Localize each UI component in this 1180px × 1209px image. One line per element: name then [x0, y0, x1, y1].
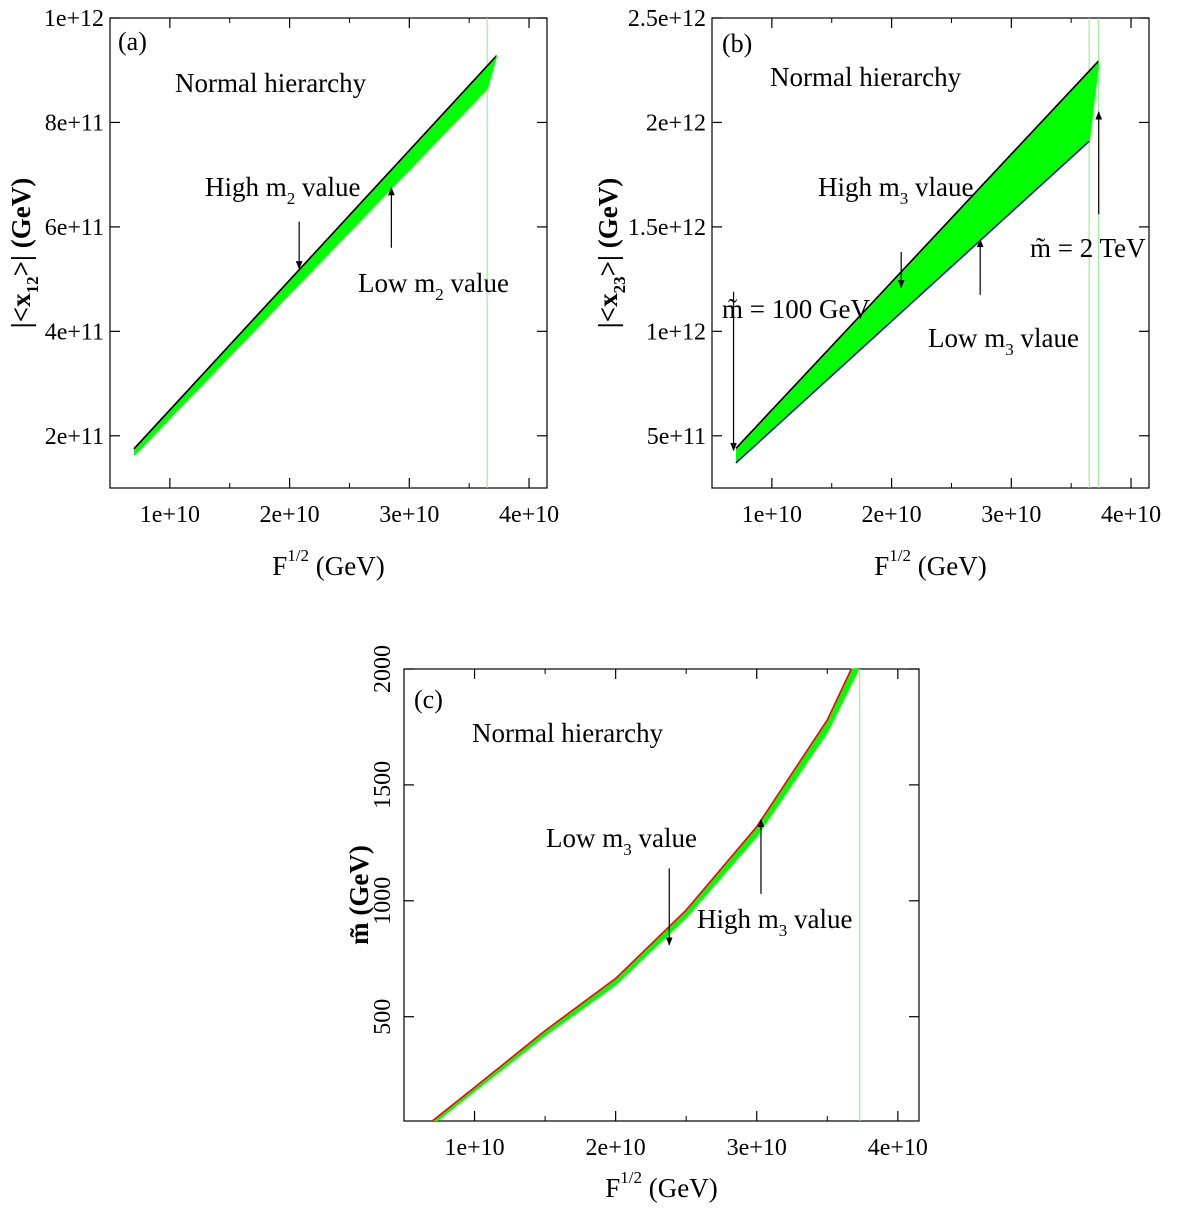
y-tick-label: 2e+12 — [646, 110, 706, 136]
panel-title: Normal hierarchy — [175, 68, 367, 98]
band-end-edge — [486, 55, 498, 89]
x-axis-label-rest: (GeV) — [309, 551, 385, 581]
x-tick-label: 4e+10 — [499, 502, 559, 528]
x-axis-label-main: F — [605, 1173, 620, 1203]
x-tick-label: 2e+10 — [586, 1135, 646, 1161]
annotation-low-rest: vlaue — [1014, 323, 1079, 353]
annotation-low-sub: 3 — [1005, 340, 1014, 359]
x-tick-label: 1e+10 — [444, 1135, 504, 1161]
y-tick-label: 2.5e+12 — [628, 6, 706, 32]
panel-label: (a) — [118, 27, 147, 56]
band-lower-line — [435, 668, 860, 1122]
plot-frame — [711, 17, 1150, 489]
y-tick-label: 1.5e+12 — [628, 215, 706, 241]
plot-frame — [403, 668, 920, 1122]
y-axis-label-post: >| (GeV) — [6, 178, 36, 277]
x-tick-label: 1e+10 — [140, 502, 200, 528]
annotation-low-rest: value — [444, 268, 509, 298]
band-area — [735, 60, 1099, 463]
x-tick-label: 3e+10 — [379, 502, 439, 528]
annotation-low-rest: value — [632, 823, 697, 853]
y-tick-label: 1500 — [370, 761, 396, 809]
y-tick-label: 2e+11 — [45, 424, 104, 450]
annotation-high-main: High m — [818, 172, 900, 202]
annotation-high-rest: value — [295, 172, 360, 202]
annotation-mtilde100-main: m̃ = 100 GeV — [722, 294, 870, 324]
band-upper-line — [133, 55, 498, 450]
annotation-mtilde2tev-main: m̃ = 2 TeV — [1030, 233, 1146, 263]
x-axis-label: F1/2 (GeV) — [272, 546, 384, 581]
band-area — [133, 55, 497, 456]
x-axis-label-sup: 1/2 — [889, 546, 911, 565]
band-lower-line — [133, 87, 488, 456]
x-tick-label: 2e+10 — [861, 502, 921, 528]
y-axis-label: m̃ (GeV) — [344, 845, 374, 945]
panel-title: Normal hierarchy — [472, 718, 664, 748]
band-upper-line — [431, 668, 852, 1122]
band-lower-line — [735, 140, 1090, 464]
y-tick-label: 5e+11 — [647, 424, 706, 450]
chart-panel-a: 1e+10 2e+10 3e+10 4e+10 2e+11 4e+11 6e+11 8e+11… — [6, 6, 559, 581]
x-tick-label: 4e+10 — [1101, 502, 1161, 528]
annotation-high-main: High m — [697, 904, 779, 934]
annotation-high-main: High m — [205, 172, 287, 202]
x-axis-label: F1/2 (GeV) — [605, 1168, 717, 1203]
y-axis-label-pre: |<x — [6, 293, 36, 328]
chart-panel-c: 1e+10 2e+10 3e+10 4e+10 500 1000 1500 2000 (c) No… — [344, 645, 928, 1203]
annotation-low: Low m2 value — [358, 268, 509, 304]
annotation-low-sub: 2 — [435, 285, 444, 304]
x-tick-label: 1e+10 — [742, 502, 802, 528]
annotation-high-sub: 2 — [287, 189, 296, 208]
y-axis-label: |<x23>| (GeV) — [593, 178, 629, 328]
chart-panel-b: 1e+10 2e+10 3e+10 4e+10 5e+11 1e+12 1.5e+12 2e+… — [593, 6, 1161, 581]
annotation-high: High m2 value — [205, 172, 361, 208]
plot-frame — [109, 17, 548, 489]
annotation-low-sub: 3 — [623, 840, 632, 859]
y-tick-label: 2000 — [370, 645, 396, 693]
annotation-mtilde2tev: m̃ = 2 TeV — [1030, 233, 1146, 263]
x-axis-label-rest: (GeV) — [642, 1173, 718, 1203]
annotation-high-rest: value — [787, 904, 852, 934]
annotation-low-main: Low m — [546, 823, 623, 853]
annotation-high-sub: 3 — [900, 189, 909, 208]
band-end-edge — [1088, 60, 1100, 142]
panel-label: (c) — [414, 685, 443, 714]
annotation-high-rest: vlaue — [908, 172, 973, 202]
x-axis-label-main: F — [272, 551, 287, 581]
x-tick-label: 3e+10 — [981, 502, 1041, 528]
x-tick-label: 4e+10 — [868, 1135, 928, 1161]
y-axis-label-pre: |<x — [593, 293, 623, 328]
x-tick-label: 3e+10 — [727, 1135, 787, 1161]
annotation-low: Low m3 value — [546, 823, 697, 859]
panel-title: Normal hierarchy — [770, 62, 962, 92]
panel-label: (b) — [722, 29, 752, 58]
x-axis-label-main: F — [874, 551, 889, 581]
band-upper-line — [735, 60, 1100, 449]
x-axis-label: F1/2 (GeV) — [874, 546, 986, 581]
x-axis-label-sup: 1/2 — [620, 1168, 642, 1187]
y-tick-label: 6e+11 — [45, 215, 104, 241]
y-axis-label-pre: m̃ (GeV) — [344, 845, 374, 945]
annotation-high-sub: 3 — [779, 921, 788, 940]
y-axis-label-sub: 12 — [23, 276, 42, 293]
annotation-mtilde100: m̃ = 100 GeV — [722, 294, 870, 324]
y-tick-label: 4e+11 — [45, 319, 104, 345]
y-tick-label: 1e+12 — [44, 6, 104, 32]
annotation-high: High m3 vlaue — [818, 172, 974, 208]
y-axis-label-post: >| (GeV) — [593, 178, 623, 277]
x-axis-label-sup: 1/2 — [287, 546, 309, 565]
y-axis-label: |<x12>| (GeV) — [6, 178, 42, 328]
y-tick-label: 1e+12 — [646, 319, 706, 345]
annotation-low: Low m3 vlaue — [928, 323, 1079, 359]
annotation-low-main: Low m — [928, 323, 1005, 353]
annotation-low-main: Low m — [358, 268, 435, 298]
annotation-high: High m3 value — [697, 904, 853, 940]
y-tick-label: 500 — [370, 999, 396, 1035]
y-tick-label: 1000 — [370, 877, 396, 925]
y-tick-label: 8e+11 — [45, 110, 104, 136]
x-axis-label-rest: (GeV) — [911, 551, 987, 581]
x-tick-label: 2e+10 — [259, 502, 319, 528]
y-axis-label-sub: 23 — [610, 276, 629, 293]
